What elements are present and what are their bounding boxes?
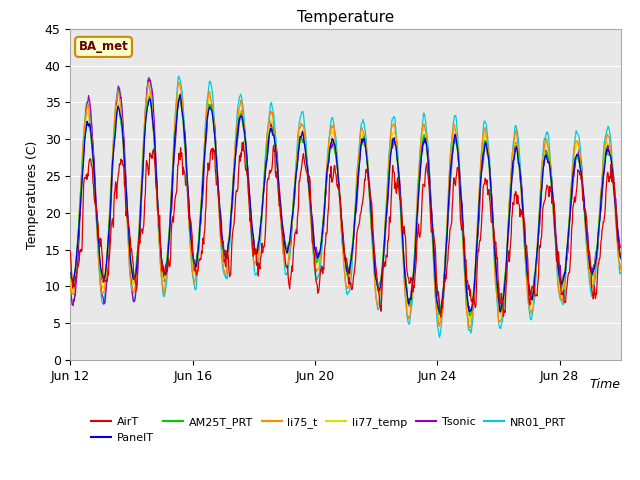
NR01_PRT [67, 294, 74, 300]
li75_t [310, 251, 317, 257]
NR01_PRT [175, 73, 182, 79]
AirT [239, 139, 247, 145]
li75_t [67, 286, 74, 291]
li77_temp [497, 312, 504, 317]
PanelT [290, 204, 298, 210]
AM25T_PRT [445, 194, 452, 200]
AirT [290, 245, 298, 251]
li77_temp [67, 276, 74, 282]
li75_t [123, 208, 131, 214]
Tsonic [617, 245, 625, 251]
NR01_PRT [507, 178, 515, 183]
li77_temp [146, 91, 154, 96]
PanelT [497, 309, 504, 314]
AirT [617, 251, 625, 256]
Tsonic [290, 203, 298, 209]
Line: Tsonic: Tsonic [70, 79, 621, 314]
Tsonic [310, 227, 317, 233]
NR01_PRT [310, 251, 317, 257]
li75_t [617, 267, 625, 273]
AirT [445, 235, 453, 241]
PanelT [123, 195, 131, 201]
li75_t [497, 319, 504, 324]
AirT [123, 208, 131, 214]
Legend: AirT, PanelT, AM25T_PRT, li75_t, li77_temp, Tsonic, NR01_PRT: AirT, PanelT, AM25T_PRT, li75_t, li77_te… [87, 413, 570, 447]
Tsonic [145, 76, 153, 82]
AM25T_PRT [123, 199, 131, 204]
AirT [497, 299, 504, 304]
li75_t [290, 197, 298, 203]
li77_temp [436, 319, 444, 324]
AirT [67, 248, 74, 254]
Line: li77_temp: li77_temp [70, 94, 621, 322]
Line: li75_t: li75_t [70, 82, 621, 328]
Tsonic [438, 311, 445, 317]
Line: PanelT: PanelT [70, 95, 621, 313]
li77_temp [507, 180, 515, 186]
NR01_PRT [290, 205, 298, 211]
li77_temp [445, 178, 453, 184]
AM25T_PRT [67, 274, 74, 280]
NR01_PRT [445, 170, 453, 176]
Text: BA_met: BA_met [79, 40, 129, 53]
Line: AM25T_PRT: AM25T_PRT [70, 96, 621, 315]
li75_t [467, 325, 474, 331]
NR01_PRT [123, 204, 131, 209]
PanelT [67, 270, 74, 276]
Y-axis label: Temperatures (C): Temperatures (C) [26, 140, 39, 249]
Line: NR01_PRT: NR01_PRT [70, 76, 621, 337]
li77_temp [617, 254, 625, 260]
Line: AirT: AirT [70, 142, 621, 317]
Tsonic [67, 284, 74, 290]
li77_temp [310, 241, 317, 247]
NR01_PRT [497, 325, 504, 331]
AirT [507, 240, 515, 246]
AM25T_PRT [466, 312, 474, 318]
PanelT [507, 193, 515, 199]
li77_temp [123, 196, 131, 202]
PanelT [310, 232, 317, 238]
PanelT [436, 311, 444, 316]
PanelT [445, 185, 453, 191]
AM25T_PRT [290, 196, 298, 202]
li75_t [445, 178, 452, 183]
Tsonic [445, 196, 453, 202]
AM25T_PRT [310, 235, 317, 241]
PanelT [176, 92, 184, 98]
Tsonic [123, 190, 131, 195]
li75_t [145, 79, 152, 85]
AM25T_PRT [497, 305, 504, 311]
AM25T_PRT [145, 94, 153, 99]
Tsonic [507, 198, 515, 204]
AM25T_PRT [617, 256, 625, 262]
AirT [436, 314, 444, 320]
li77_temp [290, 201, 298, 206]
NR01_PRT [436, 334, 444, 340]
NR01_PRT [617, 270, 625, 276]
AM25T_PRT [507, 187, 515, 193]
Tsonic [497, 307, 504, 313]
li75_t [507, 180, 515, 185]
AirT [310, 244, 317, 250]
Text: Time: Time [590, 378, 621, 391]
Title: Temperature: Temperature [297, 10, 394, 25]
PanelT [617, 255, 625, 261]
